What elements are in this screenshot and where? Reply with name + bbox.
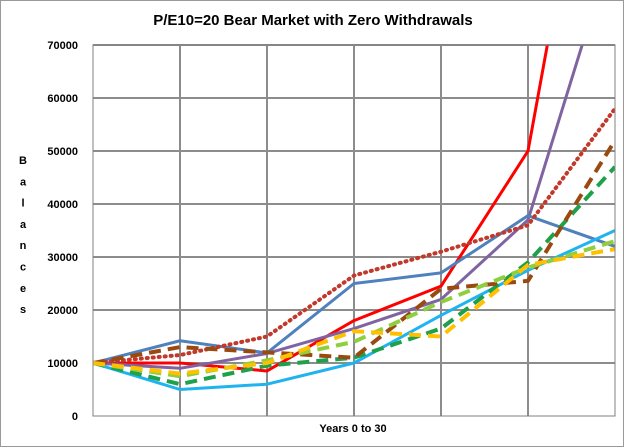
series-line-2 xyxy=(93,45,584,370)
series-line-1 xyxy=(93,45,549,373)
y-axis-label-char-3: a xyxy=(20,219,27,231)
series-line-4 xyxy=(93,229,615,391)
y-axis-label-char-6: e xyxy=(20,283,26,295)
series-line-9 xyxy=(93,247,615,376)
y-tick-label-0: 0 xyxy=(72,411,78,423)
y-tick-label-5: 50000 xyxy=(47,146,78,158)
series-lines xyxy=(93,45,615,391)
y-axis-label-char-1: a xyxy=(20,176,27,188)
y-tick-label-2: 20000 xyxy=(47,305,78,317)
y-axis-ticks: 0 10000 20000 30000 40000 50000 60000 70000 xyxy=(47,40,78,423)
y-axis-label-char-5: c xyxy=(20,262,26,274)
y-axis-label-char-4: n xyxy=(20,240,27,252)
y-tick-label-6: 60000 xyxy=(47,93,78,105)
y-tick-label-7: 70000 xyxy=(47,40,78,52)
x-axis-label: Years 0 to 30 xyxy=(319,423,386,435)
y-axis-label-char-7: s xyxy=(20,304,26,316)
series-line-6 xyxy=(93,165,615,387)
chart-title: P/E10=20 Bear Market with Zero Withdrawa… xyxy=(153,12,473,29)
y-axis-label-char-2: l xyxy=(21,198,24,210)
series-line-3 xyxy=(93,214,615,365)
series-line-7 xyxy=(93,139,615,365)
y-axis-label-char-0: B xyxy=(19,155,27,167)
y-tick-label-4: 40000 xyxy=(47,199,78,211)
y-tick-label-3: 30000 xyxy=(47,252,78,264)
plot-area xyxy=(92,44,616,417)
y-tick-label-1: 10000 xyxy=(47,358,78,370)
series-line-5 xyxy=(93,106,615,365)
